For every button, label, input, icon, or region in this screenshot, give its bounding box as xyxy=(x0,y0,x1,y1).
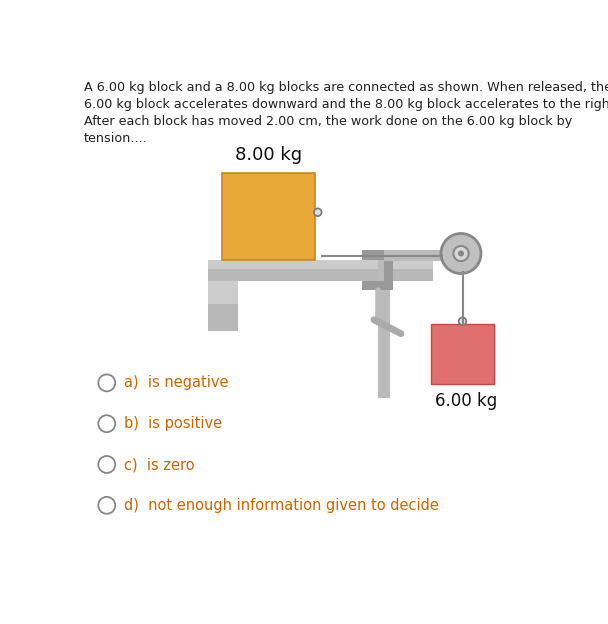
Circle shape xyxy=(98,456,116,473)
Circle shape xyxy=(314,208,322,216)
Bar xyxy=(362,250,393,260)
Text: 6.00 kg: 6.00 kg xyxy=(435,392,497,410)
Text: d)  not enough information given to decide: d) not enough information given to decid… xyxy=(125,498,440,513)
Circle shape xyxy=(454,246,469,261)
Circle shape xyxy=(98,374,116,391)
Circle shape xyxy=(441,233,481,273)
Circle shape xyxy=(98,415,116,432)
Bar xyxy=(378,252,390,398)
Text: 8.00 kg: 8.00 kg xyxy=(235,146,302,164)
Circle shape xyxy=(458,318,466,325)
Bar xyxy=(362,281,393,291)
Bar xyxy=(431,324,494,384)
Text: a)  is negative: a) is negative xyxy=(125,376,229,391)
Bar xyxy=(209,304,238,331)
Bar xyxy=(209,281,238,304)
Bar xyxy=(223,173,315,260)
Circle shape xyxy=(98,497,116,514)
Text: A 6.00 kg block and a 8.00 kg blocks are connected as shown. When released, the
: A 6.00 kg block and a 8.00 kg blocks are… xyxy=(84,81,608,145)
Text: b)  is positive: b) is positive xyxy=(125,416,223,431)
Text: c)  is zero: c) is zero xyxy=(125,457,195,472)
Bar xyxy=(209,270,434,281)
Bar xyxy=(384,260,393,291)
Bar xyxy=(384,250,457,261)
Bar xyxy=(209,260,434,270)
Circle shape xyxy=(458,250,464,256)
